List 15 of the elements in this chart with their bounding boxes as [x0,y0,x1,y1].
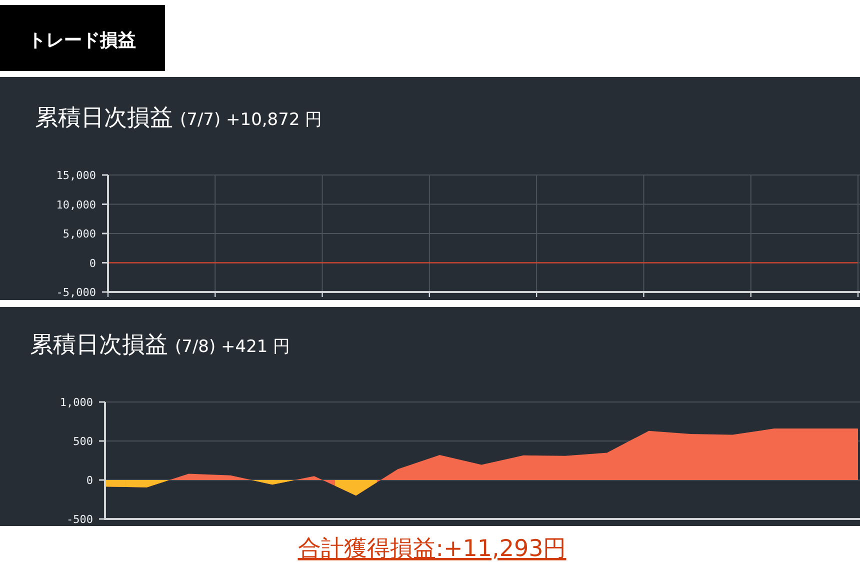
y-tick-label: -500 [66,513,93,526]
chart-title: 累積日次損益 [35,105,173,131]
chart-subtitle: (7/7) +10,872 円 [180,110,322,130]
y-tick-label: 15,000 [56,169,96,182]
y-tick-label: 5,000 [62,228,96,240]
y-tick-label: -5,000 [56,286,96,299]
chart-title: 累積日次損益 [30,332,168,358]
chart-subtitle: (7/8) +421 円 [175,337,290,357]
y-tick-label: 500 [73,435,93,448]
y-tick-label: 1,000 [60,396,93,409]
y-tick-label: 0 [86,474,93,487]
text: 合計獲得損益:+11,293円 [298,536,566,562]
y-tick-label: 0 [89,256,96,270]
text: トレード損益 [28,30,136,51]
y-tick-label: 10,000 [56,198,96,212]
